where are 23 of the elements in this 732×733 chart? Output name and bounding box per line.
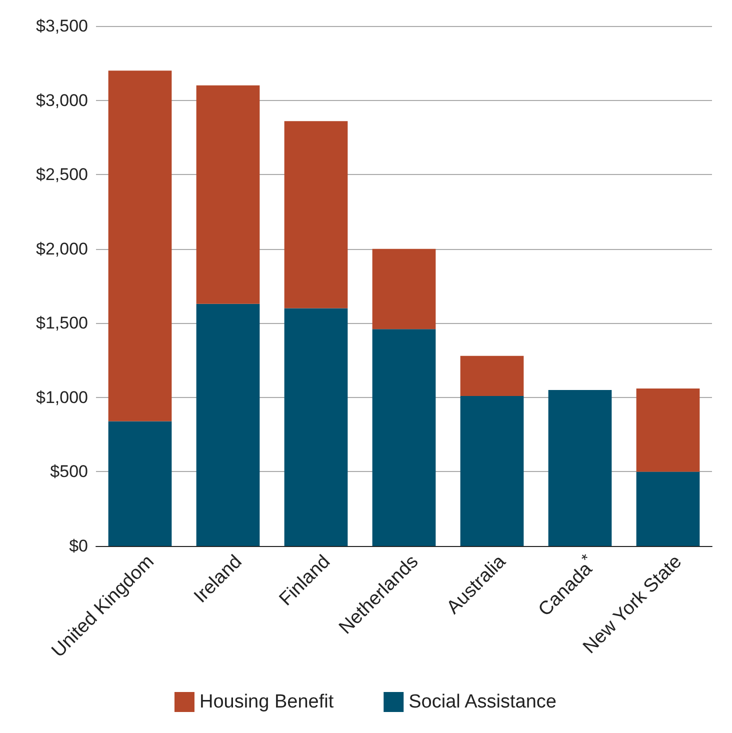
legend-label: Social Assistance	[408, 692, 556, 712]
legend-label: Housing Benefit	[199, 692, 334, 712]
y-tick-label: $3,500	[36, 16, 88, 36]
y-tick-label: $500	[50, 462, 88, 482]
bar	[196, 304, 260, 546]
y-tick-label: $1,000	[36, 388, 88, 407]
y-tick-label: $1,500	[36, 314, 88, 333]
y-tick-label: $2,000	[36, 239, 88, 258]
y-tick-label: $0	[69, 536, 88, 556]
bar	[372, 248, 436, 330]
bar	[108, 70, 172, 422]
bar	[372, 329, 436, 546]
y-tick-label: $3,000	[36, 90, 88, 110]
bar	[284, 121, 348, 308]
bar	[284, 308, 348, 546]
bar	[460, 396, 524, 546]
y-tick-label: $2,500	[36, 165, 88, 184]
bar	[460, 356, 524, 396]
bar	[108, 421, 172, 546]
bar	[548, 390, 612, 546]
bar	[196, 85, 260, 304]
bar	[636, 388, 700, 472]
bar	[636, 472, 700, 546]
